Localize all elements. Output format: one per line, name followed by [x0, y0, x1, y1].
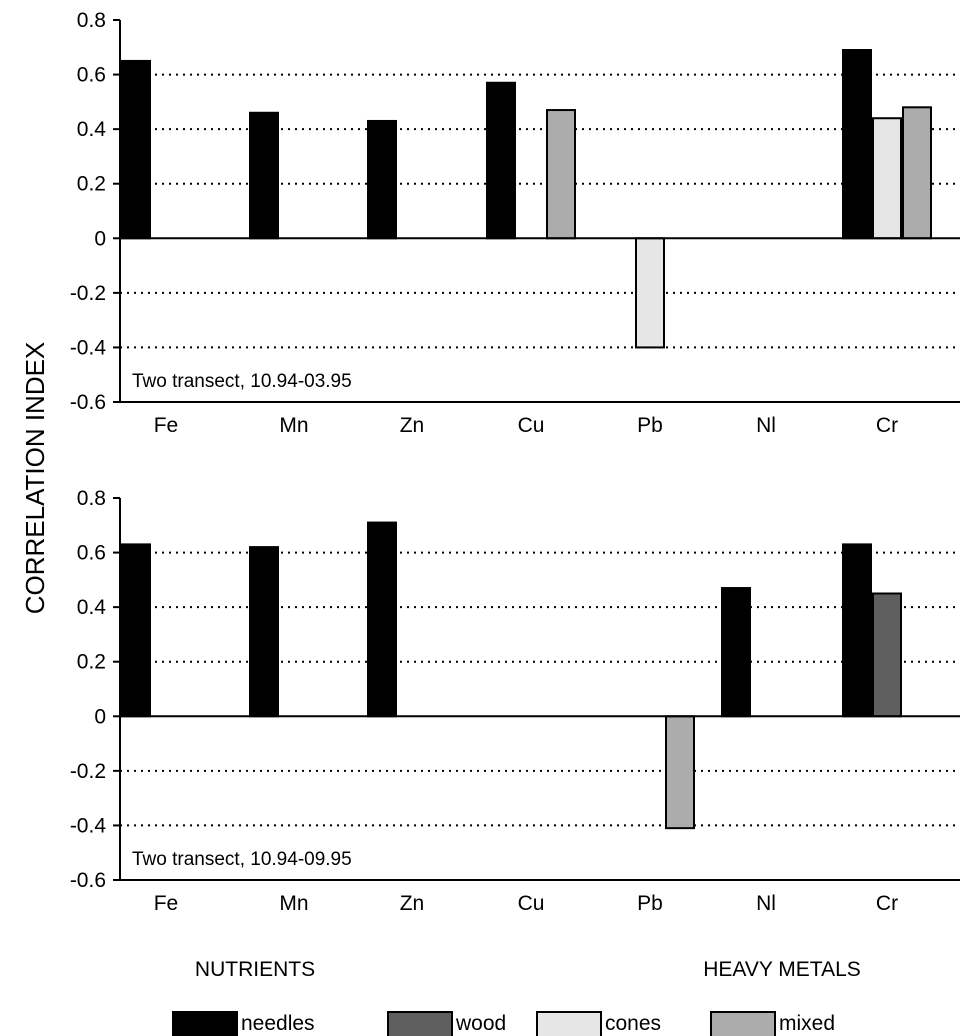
x-tick-label-zn: Zn — [400, 892, 425, 915]
bar-needles-zn — [367, 119, 397, 240]
legend-label-wood: wood — [455, 1012, 506, 1035]
y-tick-label: 0 — [94, 705, 106, 728]
legend: needles wood cones mixed — [172, 1011, 835, 1036]
x-tick-label-cr: Cr — [876, 414, 898, 437]
y-tick-label: 0.4 — [77, 596, 107, 619]
x-tick-label-cu: Cu — [518, 892, 545, 915]
legend-label-mixed: mixed — [779, 1012, 835, 1035]
x-tick-label-mn: Mn — [279, 414, 308, 437]
y-tick-label: 0.6 — [77, 64, 106, 87]
panel-annotation: Two transect, 10.94-03.95 — [132, 371, 352, 392]
x-tick-label-pb: Pb — [637, 414, 663, 437]
bar-needles-cr — [842, 49, 872, 240]
x-tick-label-fe: Fe — [154, 892, 179, 915]
legend-swatch-wood — [387, 1011, 453, 1036]
group-label-nutrients: NUTRIENTS — [195, 958, 315, 981]
y-tick-label: 0 — [94, 227, 106, 250]
bar-needles-fe — [121, 59, 151, 240]
y-tick-label: 0.4 — [77, 118, 107, 141]
bar-needles-mn — [249, 546, 279, 718]
x-tick-label-cu: Cu — [518, 414, 545, 437]
legend-swatch-mixed — [710, 1011, 776, 1036]
bar-needles-mn — [249, 111, 279, 240]
legend-label-needles: needles — [241, 1012, 315, 1035]
chart-panel-2: 0.8 0.6 0.4 0.2 0 -0.2 -0.4 -0.6 Fe Mn Zn Cu Pb Nl Cr T… — [70, 487, 960, 915]
y-tick-label: -0.2 — [70, 760, 106, 783]
bar-needles-zn — [367, 521, 397, 718]
y-tick-label: 0.2 — [77, 651, 106, 674]
bar-needles-nl — [721, 587, 751, 718]
bar-mixed-cr — [902, 106, 932, 240]
bar-needles-fe — [121, 543, 151, 718]
y-tick-label: 0.8 — [77, 487, 106, 510]
y-tick-label: 0.2 — [77, 173, 106, 196]
bar-needles-cr — [842, 543, 872, 718]
x-tick-label-cr: Cr — [876, 892, 898, 915]
bar-cones-cr — [872, 117, 902, 240]
y-tick-label: -0.6 — [70, 391, 106, 414]
y-tick-label: 0.6 — [77, 542, 106, 565]
y-tick-label: 0.8 — [77, 9, 106, 32]
y-tick-label: -0.4 — [70, 336, 107, 359]
legend-swatch-cones — [536, 1011, 602, 1036]
y-tick-label: -0.6 — [70, 869, 106, 892]
bar-mixed-pb — [665, 715, 695, 830]
legend-swatch-needles — [172, 1011, 238, 1036]
legend-label-cones: cones — [605, 1012, 661, 1035]
x-tick-label-mn: Mn — [279, 892, 308, 915]
x-tick-label-fe: Fe — [154, 414, 179, 437]
y-axis-label: CORRELATION INDEX — [20, 342, 50, 615]
bar-wood-cr — [872, 592, 902, 718]
bar-mixed-cu — [546, 109, 576, 240]
panel-annotation: Two transect, 10.94-09.95 — [132, 849, 352, 870]
x-tick-label-zn: Zn — [400, 414, 425, 437]
bar-cones-pb — [635, 237, 665, 349]
group-label-heavy-metals: HEAVY METALS — [703, 958, 861, 981]
bar-needles-cu — [486, 81, 516, 240]
x-tick-label-pb: Pb — [637, 892, 663, 915]
chart-panel-1: 0.8 0.6 0.4 0.2 0 -0.2 -0.4 -0.6 Fe Mn Zn Cu Pb Nl Cr T… — [70, 9, 960, 437]
x-tick-label-nl: Nl — [756, 414, 776, 437]
y-tick-label: -0.4 — [70, 814, 107, 837]
y-tick-label: -0.2 — [70, 282, 106, 305]
x-tick-label-nl: Nl — [756, 892, 776, 915]
